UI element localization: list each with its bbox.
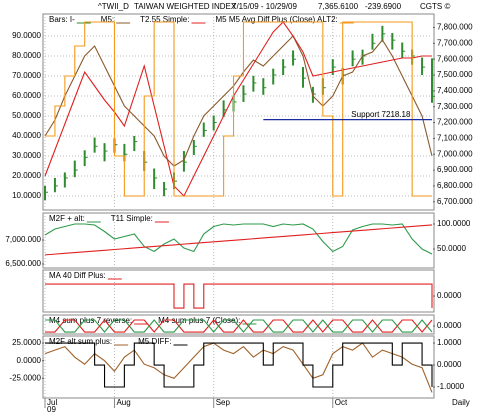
series-line (45, 21, 432, 197)
y-tick-label: 0.0000 (17, 356, 42, 365)
x-tick-label: Oct (335, 398, 348, 407)
y-tick-label: 20.0000 (12, 171, 41, 180)
y2-tick-label: 7,200.000 (437, 118, 473, 127)
series-line (45, 319, 433, 333)
y2-tick-label: -1.0000 (437, 382, 465, 391)
y-tick-label: 40.0000 (12, 131, 41, 140)
series-line (44, 35, 433, 167)
legend-label: Bars: I- (49, 15, 75, 24)
legend-label: M4 sum plus 7 reverse: (49, 316, 132, 325)
series-line (45, 283, 433, 309)
legend-label: M5 M5 Avg Diff Plus (Close) ALT2: (215, 15, 337, 24)
price-change: -239.6900 (365, 2, 402, 11)
panel-frame (42, 212, 435, 269)
y-tick-label: 10.0000 (12, 191, 41, 200)
y2-tick-label: 0.0000 (437, 291, 462, 300)
y-tick-label: 25.0000 (12, 338, 41, 347)
interval-label: Daily (452, 398, 470, 407)
y2-tick-label: 1.0000 (437, 338, 462, 347)
series-line (44, 224, 433, 256)
legend-label: M5 DIFF: (138, 337, 171, 346)
series-line (45, 342, 433, 388)
y-tick-label: 80.0000 (12, 51, 41, 60)
symbol: ^TWII_D (98, 2, 129, 11)
y2-tick-label: 6,800.000 (437, 181, 473, 190)
x-year-label: 09 (47, 405, 56, 413)
last-price: 7,365.6100 (318, 2, 359, 11)
credit: CGTS © (420, 2, 450, 11)
series-line (44, 223, 433, 255)
y-tick-label: 30.0000 (12, 151, 41, 160)
y-tick-label: 6,500.000 (5, 259, 41, 268)
legend-label: M2F alt sum plus: (49, 337, 112, 346)
y-tick-label: 90.0000 (12, 31, 41, 40)
y-tick-label: 70.0000 (12, 71, 41, 80)
y-tick-label: 7,000.000 (5, 235, 41, 244)
support-label: Support 7218.18 (351, 110, 411, 119)
legend-label: M4 sum plus 7 (Close): (158, 316, 240, 325)
series-line (44, 21, 432, 197)
y2-tick-label: 6,700.000 (437, 197, 473, 206)
legend-label: M5: (101, 15, 114, 24)
y-tick-label: 60.0000 (12, 91, 41, 100)
y-tick-label: 50.0000 (12, 111, 41, 120)
legend-label: M2F + alt: (49, 214, 85, 223)
x-tick-label: Jul (47, 398, 57, 407)
legend-label: MA 40 Diff Plus: (49, 271, 106, 280)
y2-tick-label: 7,300.000 (437, 102, 473, 111)
y-tick-label: -25.0000 (9, 373, 41, 382)
y2-tick-label: 0.0000 (437, 321, 462, 330)
x-tick-label: Sep (216, 398, 231, 407)
panel-frame (42, 335, 435, 399)
x-tick-label: Aug (116, 398, 130, 407)
date-range: 7/15/09 - 10/29/09 (232, 2, 297, 11)
y2-tick-label: 7,400.000 (437, 86, 473, 95)
chart-title: TAIWAN WEIGHTED INDEX (134, 2, 237, 11)
series-line (44, 342, 433, 393)
y2-tick-label: 100.0000 (437, 219, 471, 228)
y2-tick-label: 7,700.000 (437, 38, 473, 47)
y2-tick-label: 50.0000 (437, 244, 466, 253)
y2-tick-label: 6,900.000 (437, 165, 473, 174)
legend-label: T11 Simple: (111, 214, 153, 223)
y2-tick-label: 0.0000 (437, 360, 462, 369)
panel-frame (42, 269, 435, 313)
y2-tick-label: 7,000.000 (437, 149, 473, 158)
y2-tick-label: 7,600.000 (437, 54, 473, 63)
y2-tick-label: 7,800.000 (437, 23, 473, 32)
panel-frame (42, 314, 435, 335)
y2-tick-label: 7,100.000 (437, 133, 473, 142)
legend-label: T2.55 Simple: (140, 15, 189, 24)
panel-frame (42, 13, 435, 211)
y2-tick-label: 7,500.000 (437, 70, 473, 79)
